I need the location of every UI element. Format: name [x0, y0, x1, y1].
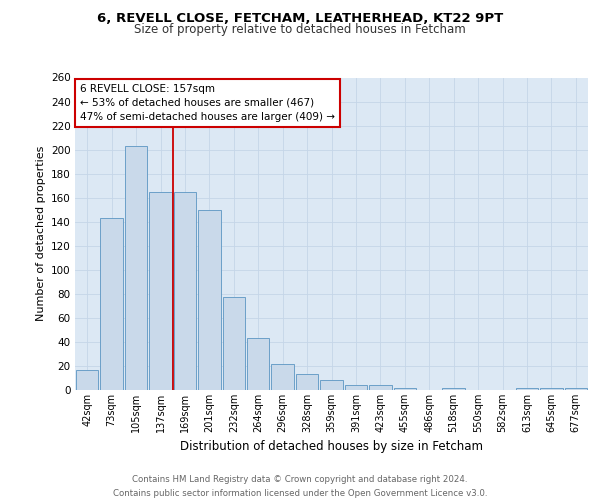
Bar [100, 218, 123, 390]
Text: Size of property relative to detached houses in Fetcham: Size of property relative to detached ho… [134, 22, 466, 36]
Bar [565, 388, 587, 390]
Bar [271, 364, 294, 390]
Bar [173, 192, 196, 390]
Bar [394, 388, 416, 390]
Bar [149, 192, 172, 390]
Text: 6 REVELL CLOSE: 157sqm
← 53% of detached houses are smaller (467)
47% of semi-de: 6 REVELL CLOSE: 157sqm ← 53% of detached… [80, 84, 335, 122]
Bar [296, 374, 319, 390]
Bar [442, 388, 465, 390]
Bar [344, 385, 367, 390]
Bar [540, 388, 563, 390]
Y-axis label: Number of detached properties: Number of detached properties [35, 146, 46, 322]
Bar [320, 380, 343, 390]
Bar [369, 385, 392, 390]
Bar [223, 298, 245, 390]
Bar [198, 210, 221, 390]
Text: Contains HM Land Registry data © Crown copyright and database right 2024.
Contai: Contains HM Land Registry data © Crown c… [113, 476, 487, 498]
Bar [515, 388, 538, 390]
Bar [247, 338, 269, 390]
Text: 6, REVELL CLOSE, FETCHAM, LEATHERHEAD, KT22 9PT: 6, REVELL CLOSE, FETCHAM, LEATHERHEAD, K… [97, 12, 503, 26]
Bar [125, 146, 148, 390]
X-axis label: Distribution of detached houses by size in Fetcham: Distribution of detached houses by size … [180, 440, 483, 454]
Bar [76, 370, 98, 390]
